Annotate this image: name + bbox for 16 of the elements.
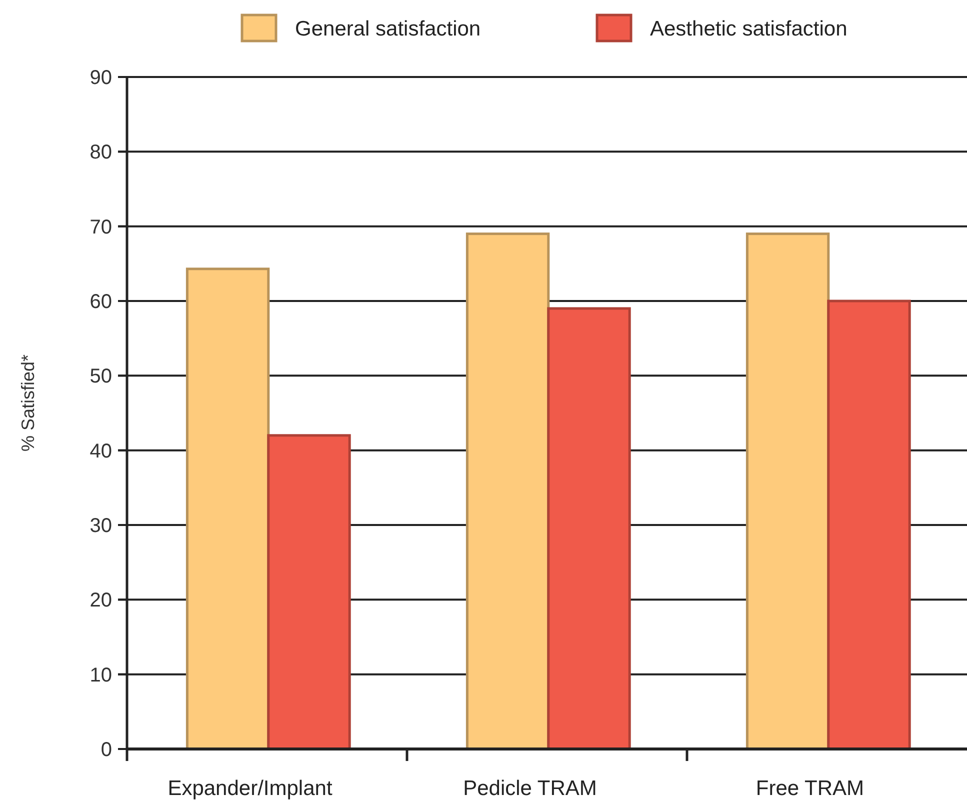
y-tick-label: 10: [90, 664, 112, 686]
y-tick-label: 30: [90, 515, 112, 537]
y-tick-label: 80: [90, 142, 112, 164]
y-axis-title: % Satisfied*: [18, 354, 38, 452]
y-tick-label: 70: [90, 216, 112, 238]
legend-label: Aesthetic satisfaction: [650, 17, 848, 40]
legend-label: General satisfaction: [295, 17, 481, 40]
x-tick-label: Free TRAM: [756, 777, 864, 800]
y-tick-label: 0: [100, 739, 112, 761]
y-tick-label: 60: [90, 291, 112, 313]
y-tick-label: 20: [90, 590, 112, 612]
y-tick-label: 90: [90, 67, 112, 89]
y-tick-label: 50: [90, 366, 112, 388]
x-tick-label: Pedicle TRAM: [463, 777, 597, 800]
x-tick-label: Expander/Implant: [168, 777, 332, 800]
y-tick-label: 40: [90, 440, 112, 462]
